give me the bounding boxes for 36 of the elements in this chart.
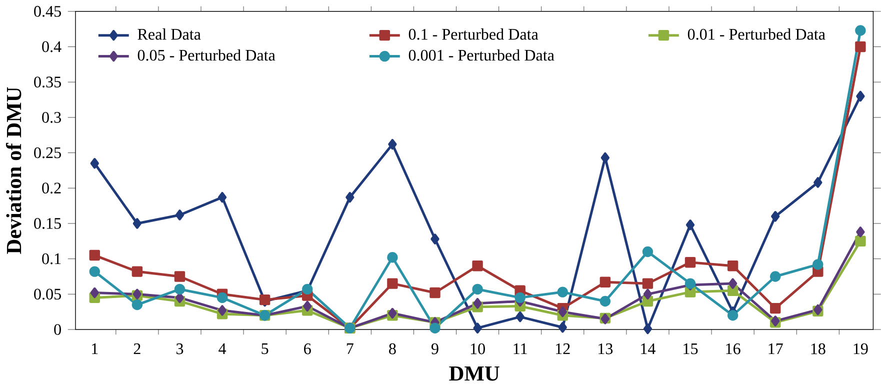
y-tick-label: 0.25 bbox=[34, 147, 61, 158]
y-tick-label: 0.4 bbox=[42, 41, 62, 52]
legend-label: Real Data bbox=[138, 28, 201, 40]
x-tick-label: 12 bbox=[556, 344, 570, 354]
legend-label: 0.01 - Perturbed Data bbox=[688, 28, 826, 40]
y-tick-label: 0.1 bbox=[42, 254, 61, 264]
x-tick-label: 11 bbox=[514, 344, 527, 354]
x-tick-label: 2 bbox=[134, 344, 140, 354]
x-tick-label: 8 bbox=[389, 344, 396, 354]
x-tick-label: 7 bbox=[346, 344, 354, 354]
x-tick-label: 10 bbox=[470, 344, 485, 354]
x-tick-label: 16 bbox=[726, 344, 740, 354]
legend-label: 0.001 - Perturbed Data bbox=[408, 50, 554, 61]
y-axis-title: Deviation of DMU bbox=[6, 87, 22, 254]
x-tick-label: 1 bbox=[92, 344, 98, 354]
y-tick-label: 0 bbox=[54, 324, 61, 336]
legend-label: 0.05 - Perturbed Data bbox=[138, 50, 276, 61]
legend-label: 0.1 - Perturbed Data bbox=[408, 28, 538, 40]
y-tick-label: 0.05 bbox=[34, 288, 61, 300]
x-tick-label: 15 bbox=[684, 344, 698, 354]
x-tick-label: 14 bbox=[641, 344, 656, 354]
x-tick-label: 17 bbox=[768, 344, 783, 354]
x-tick-label: 6 bbox=[304, 344, 311, 354]
x-axis-title: DMU bbox=[449, 366, 500, 381]
x-tick-label: 5 bbox=[262, 344, 268, 354]
y-tick-label: 0.2 bbox=[42, 182, 61, 194]
y-tick-label: 0.3 bbox=[42, 112, 61, 124]
x-tick-label: 13 bbox=[598, 344, 613, 354]
y-tick-label: 0.15 bbox=[34, 218, 61, 230]
y-tick-label: 0.35 bbox=[34, 76, 61, 88]
x-tick-label: 3 bbox=[176, 344, 184, 354]
y-tick-label: 0.45 bbox=[34, 6, 61, 18]
x-tick-label: 18 bbox=[811, 344, 826, 354]
x-tick-label: 4 bbox=[218, 344, 226, 354]
x-tick-label: 9 bbox=[431, 344, 438, 354]
x-tick-label: 19 bbox=[854, 344, 868, 354]
